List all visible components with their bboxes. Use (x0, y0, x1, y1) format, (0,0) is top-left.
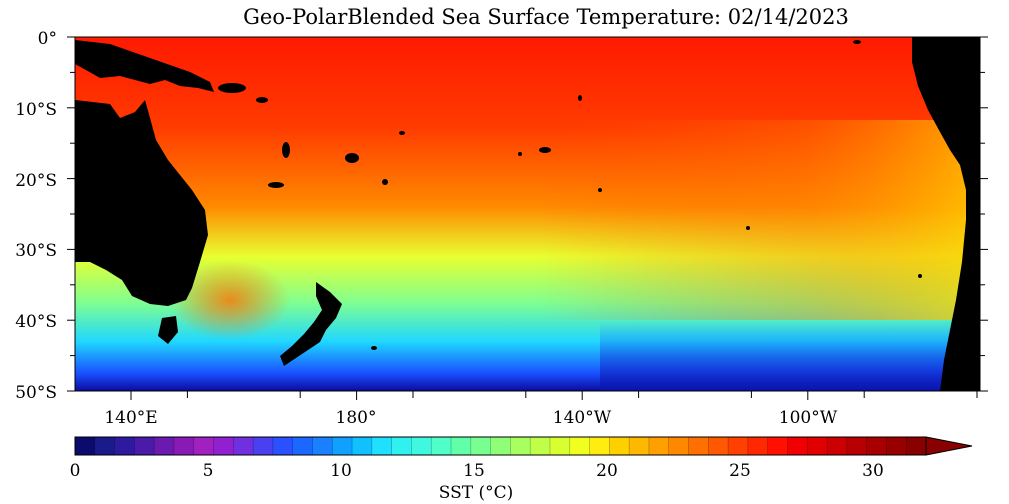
colorbar-segment (134, 437, 155, 455)
map-area (74, 36, 981, 392)
colorbar-segment (411, 437, 432, 455)
colorbar-segment (668, 437, 690, 455)
colorbar-tick-0: 0 (70, 461, 81, 481)
colorbar-segment (787, 437, 808, 455)
colorbar-segment (75, 437, 96, 455)
lon-label-140e: 140°E (104, 408, 157, 428)
colorbar-segment (490, 437, 511, 455)
lon-label-100w: 100°W (779, 408, 838, 428)
colorbar-segment (470, 437, 492, 455)
lat-label-0: 0° (38, 29, 57, 49)
colorbar-segment (609, 437, 630, 455)
map-title: Geo-PolarBlended Sea Surface Temperature… (243, 5, 849, 29)
colorbar-segment (906, 437, 927, 455)
colorbar-segment (530, 437, 551, 455)
colorbar-segment (391, 437, 413, 455)
colorbar-segment (292, 437, 314, 455)
colorbar-segment (114, 437, 135, 455)
colorbar-segments (74, 436, 927, 456)
colorbar-label: SST (°C) (439, 483, 514, 503)
australia-landmass (75, 100, 208, 306)
lat-label-30s: 30°S (15, 241, 57, 261)
colorbar-segment (688, 437, 709, 455)
colorbar-segment (213, 437, 234, 455)
colorbar-tick-10: 10 (330, 461, 352, 481)
colorbar-segment (866, 437, 888, 455)
colorbar-segment (767, 437, 789, 455)
colorbar-segment (648, 437, 670, 455)
colorbar-segment (371, 437, 393, 455)
lat-label-40s: 40°S (15, 312, 57, 332)
colorbar-segment (332, 437, 353, 455)
colorbar-tick-30: 30 (862, 461, 884, 481)
colorbar-segment (629, 437, 650, 455)
colorbar-segment (569, 437, 591, 455)
colorbar-segment (827, 437, 848, 455)
colorbar-segment (728, 437, 749, 455)
colorbar-segment (233, 437, 254, 455)
colorbar-segment (510, 437, 531, 455)
colorbar-tick-20: 20 (596, 461, 618, 481)
colorbar-segment (173, 437, 195, 455)
colorbar-segment (431, 437, 452, 455)
southern-ocean-cold-field (600, 320, 980, 391)
colorbar-ticks: 0 5 10 15 20 25 30 (70, 461, 884, 481)
colorbar-segment (154, 437, 175, 455)
pacific-islands (218, 40, 922, 350)
lat-label-50s: 50°S (15, 383, 57, 403)
colorbar-segment (312, 437, 333, 455)
lat-label-10s: 10°S (15, 100, 57, 120)
colorbar-segment (352, 437, 373, 455)
new-guinea-landmass (75, 40, 214, 92)
latitude-axis: 0° 10°S 20°S 30°S 40°S 50°S (15, 29, 988, 403)
colorbar-segment (708, 437, 729, 455)
colorbar-segment (747, 437, 769, 455)
colorbar-tick-25: 25 (729, 461, 751, 481)
colorbar-segment (846, 437, 868, 455)
new-zealand-landmass (280, 282, 342, 366)
colorbar-tick-5: 5 (203, 461, 214, 481)
tasman-warm-anomaly (170, 260, 290, 340)
longitude-axis: 140°E 180° 140°W 100°W (104, 408, 837, 428)
colorbar-overflow-arrow (925, 436, 973, 456)
colorbar-segment (193, 437, 215, 455)
colorbar-segment (886, 437, 907, 455)
colorbar-segment (94, 437, 116, 455)
colorbar-segment (451, 437, 472, 455)
colorbar-segment (253, 437, 274, 455)
tasmania-landmass (158, 316, 178, 344)
lat-label-20s: 20°S (15, 171, 57, 191)
colorbar-segment (589, 437, 610, 455)
lon-label-140w: 140°W (553, 408, 612, 428)
lon-label-180: 180° (336, 408, 377, 428)
south-america-landmass (912, 37, 980, 391)
colorbar-segment (549, 437, 571, 455)
colorbar-tick-15: 15 (463, 461, 485, 481)
colorbar-segment (272, 437, 294, 455)
east-pacific-warm-field (540, 120, 980, 320)
colorbar-segment (807, 437, 828, 455)
colorbar: 0 5 10 15 20 25 30 SST (°C) (70, 436, 973, 503)
